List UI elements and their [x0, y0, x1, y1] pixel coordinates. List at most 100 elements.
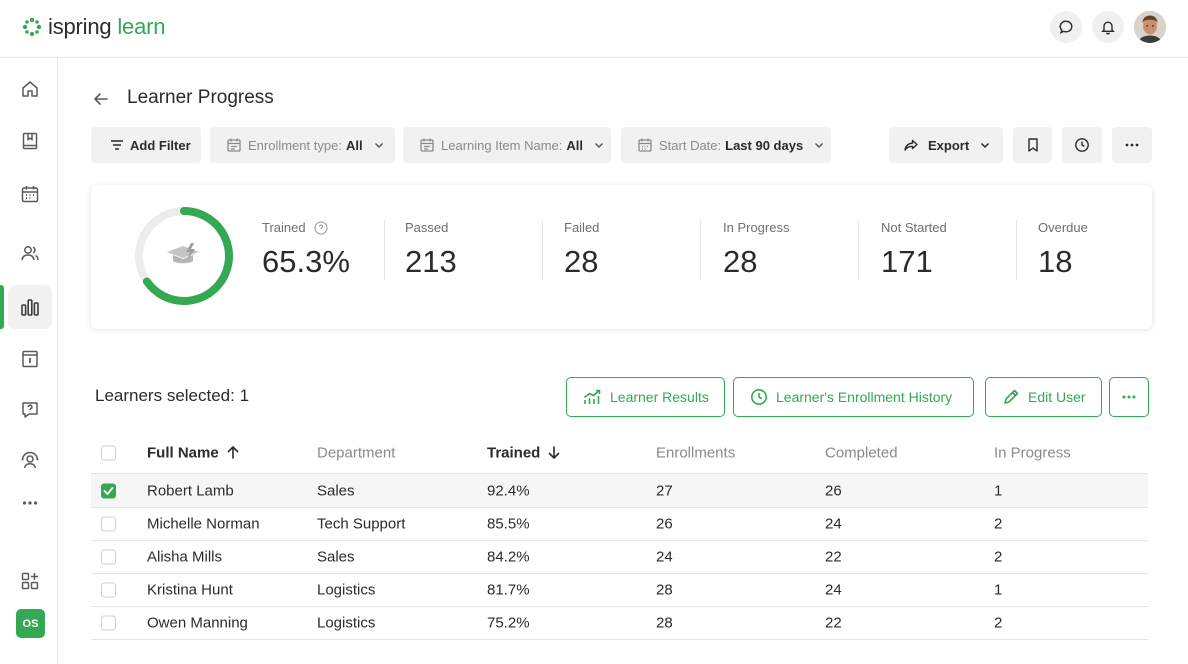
user-initials-badge[interactable]: OS [16, 609, 45, 638]
user-avatar[interactable] [1134, 11, 1166, 43]
col-completed-header[interactable]: Completed [825, 444, 898, 461]
pencil-icon [1004, 389, 1019, 404]
clock-icon [1075, 138, 1089, 152]
chat-button[interactable] [1050, 11, 1082, 43]
col-enrollments-header[interactable]: Enrollments [656, 444, 735, 461]
stat-not-started: Not Started 171 [881, 220, 947, 280]
stat-passed: Passed 213 [405, 220, 457, 280]
cell-full-name[interactable]: Robert Lamb [147, 482, 234, 499]
enrollment-type-filter[interactable]: Enrollment type: All [210, 127, 395, 163]
nav-questions[interactable] [8, 388, 52, 432]
back-arrow-icon[interactable] [91, 89, 111, 109]
learner-results-button[interactable]: Learner Results [566, 377, 725, 417]
left-navigation-rail: OS [0, 58, 58, 664]
row-checkbox[interactable] [101, 615, 116, 631]
col-trained-label: Trained [487, 444, 541, 461]
cell-trained: 81.7% [487, 581, 530, 599]
cell-full-name[interactable]: Owen Manning [147, 614, 248, 632]
cell-completed: 22 [825, 614, 842, 632]
nav-supervisor[interactable] [8, 438, 52, 482]
history-button[interactable] [1062, 127, 1102, 163]
stat-trained-value: 65.3% [262, 244, 350, 279]
col-enrollments-label: Enrollments [656, 444, 736, 461]
enrollment-type-label: Enrollment type: [248, 137, 342, 153]
col-trained-header[interactable]: Trained [487, 444, 560, 461]
export-label: Export [928, 137, 970, 153]
col-department-header[interactable]: Department [317, 444, 395, 461]
table-row[interactable]: Alisha Mills Sales 84.2% 24 22 2 [91, 541, 1148, 574]
row-checkbox[interactable] [101, 582, 116, 598]
cell-full-name[interactable]: Kristina Hunt [147, 581, 233, 599]
cell-completed: 26 [825, 482, 842, 499]
stat-not-started-label: Not Started [881, 220, 947, 235]
select-all-checkbox[interactable] [101, 445, 116, 460]
nav-apps[interactable] [8, 559, 52, 603]
nav-users[interactable] [8, 231, 52, 275]
export-button[interactable]: Export [889, 127, 1003, 163]
stat-in-progress: In Progress 28 [723, 220, 789, 280]
table-row[interactable]: Michelle Norman Tech Support 85.5% 26 24… [91, 508, 1148, 541]
cell-completed: 22 [825, 548, 842, 566]
stat-divider [858, 220, 859, 280]
stat-passed-label: Passed [405, 220, 449, 235]
more-options-button[interactable] [1112, 127, 1152, 163]
more-icon [22, 501, 38, 505]
cell-trained: 92.4% [487, 482, 530, 499]
sort-arrow-down-icon [549, 446, 560, 459]
question-icon [22, 402, 38, 418]
stats-card: Trained 65.3% Passed 213 Failed 28 In Pr… [91, 185, 1152, 329]
stat-overdue: Overdue 18 [1038, 220, 1088, 280]
col-department-label: Department [317, 444, 396, 461]
nav-catalog[interactable] [8, 337, 52, 381]
edit-user-label: Edit User [1028, 389, 1086, 405]
row-checkbox[interactable] [101, 483, 116, 498]
cell-in-progress: 2 [994, 548, 1003, 566]
learning-item-value: All [566, 137, 584, 153]
book-icon [22, 132, 38, 150]
cell-trained: 84.2% [487, 548, 530, 566]
table-row[interactable]: Robert Lamb Sales 92.4% 27 26 1 [91, 474, 1148, 508]
nav-calendar[interactable] [8, 172, 52, 216]
cell-in-progress: 1 [994, 581, 1003, 599]
col-full-name-header[interactable]: Full Name [147, 444, 239, 461]
stat-trained: Trained 65.3% [262, 220, 350, 280]
col-in-progress-header[interactable]: In Progress [994, 444, 1071, 461]
learners-selected-label: Learners selected: 1 [95, 386, 250, 405]
stat-in-progress-label: In Progress [723, 220, 790, 235]
cell-full-name[interactable]: Michelle Norman [147, 515, 260, 533]
nav-home[interactable] [8, 67, 52, 111]
row-checkbox[interactable] [101, 549, 116, 565]
notifications-button[interactable] [1092, 11, 1124, 43]
calendar-icon [420, 138, 434, 152]
stat-failed: Failed 28 [564, 220, 599, 280]
home-icon [22, 81, 38, 97]
logo-text-ispring: ispring [48, 14, 112, 39]
nav-reports[interactable] [8, 285, 52, 329]
stat-passed-value: 213 [405, 244, 457, 279]
cell-in-progress: 2 [994, 614, 1003, 632]
cell-full-name[interactable]: Alisha Mills [147, 548, 223, 566]
start-date-label: Start Date: [659, 137, 722, 153]
help-circle-icon[interactable] [314, 220, 328, 235]
start-date-filter[interactable]: Start Date: Last 90 days [621, 127, 831, 163]
supervisor-icon [21, 451, 39, 469]
selection-more-button[interactable] [1109, 377, 1149, 417]
row-checkbox[interactable] [101, 516, 116, 532]
cell-in-progress: 2 [994, 515, 1003, 533]
edit-user-button[interactable]: Edit User [985, 377, 1102, 417]
chevron-down-icon [981, 142, 990, 149]
app-logo[interactable]: ispring learn [22, 14, 165, 40]
nav-more[interactable] [8, 481, 52, 525]
cell-trained: 85.5% [487, 515, 530, 533]
table-row[interactable]: Owen Manning Logistics 75.2% 28 22 2 [91, 607, 1148, 640]
add-filter-button[interactable]: Add Filter [91, 127, 201, 163]
reports-icon [21, 299, 39, 316]
checkmark-icon [103, 486, 114, 495]
enrollment-history-button[interactable]: Learner's Enrollment History [733, 377, 974, 417]
table-row[interactable]: Kristina Hunt Logistics 81.7% 28 24 1 [91, 574, 1148, 607]
bookmark-button[interactable] [1013, 127, 1052, 163]
stat-overdue-label: Overdue [1038, 220, 1088, 235]
stat-divider [384, 220, 385, 280]
nav-courses[interactable] [8, 119, 52, 163]
learning-item-filter[interactable]: Learning Item Name: All [403, 127, 611, 163]
